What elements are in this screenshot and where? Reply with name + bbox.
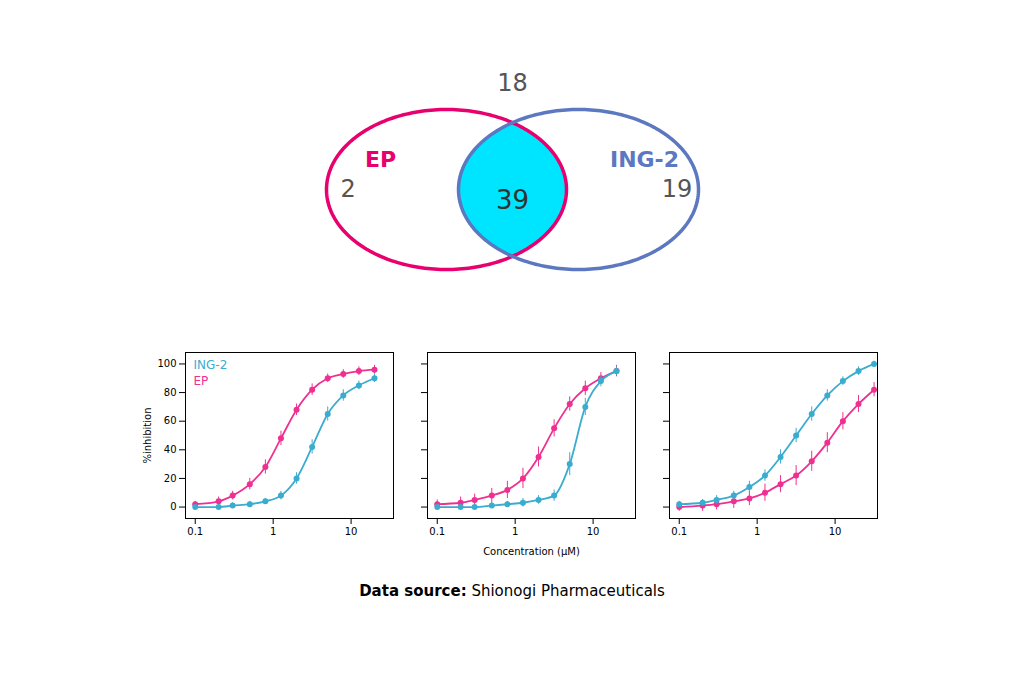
svg-text:18: 18 <box>497 69 528 97</box>
svg-text:EP: EP <box>365 147 396 172</box>
svg-text:Concentration (μM): Concentration (μM) <box>483 546 580 557</box>
svg-text:ING-2: ING-2 <box>194 358 228 372</box>
svg-text:1: 1 <box>270 526 276 537</box>
svg-text:80: 80 <box>164 387 177 398</box>
svg-text:%inhibition: %inhibition <box>142 407 153 463</box>
svg-text:100: 100 <box>157 358 176 369</box>
svg-text:2: 2 <box>340 175 355 203</box>
svg-text:1: 1 <box>512 526 518 537</box>
svg-text:39: 39 <box>496 185 529 215</box>
svg-text:60: 60 <box>164 415 177 426</box>
svg-text:40: 40 <box>164 444 177 455</box>
svg-text:10: 10 <box>345 526 358 537</box>
svg-text:0: 0 <box>170 501 176 512</box>
svg-text:0.1: 0.1 <box>429 526 445 537</box>
svg-text:EP: EP <box>194 374 209 388</box>
svg-text:19: 19 <box>662 175 693 203</box>
svg-text:10: 10 <box>829 526 842 537</box>
svg-text:1: 1 <box>754 526 760 537</box>
html-text:Data source: Shionogi Pharmace: Data source: Shionogi Pharmaceuticals <box>359 582 665 600</box>
svg-text:ING-2: ING-2 <box>610 147 679 172</box>
svg-text:20: 20 <box>164 473 177 484</box>
svg-text:0.1: 0.1 <box>187 526 203 537</box>
svg-text:0.1: 0.1 <box>671 526 687 537</box>
svg-text:10: 10 <box>587 526 600 537</box>
